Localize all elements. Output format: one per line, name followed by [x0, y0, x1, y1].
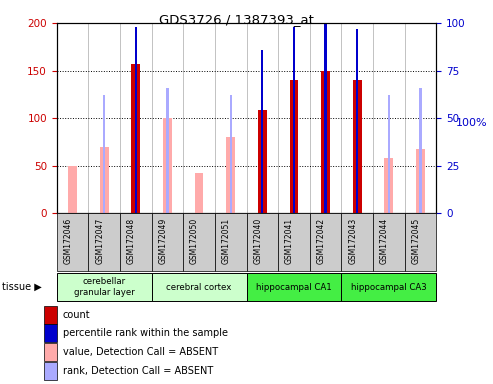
Text: GDS3726 / 1387393_at: GDS3726 / 1387393_at [159, 13, 314, 26]
Bar [166, 88, 169, 213]
Text: GSM172046: GSM172046 [64, 218, 72, 264]
Bar [416, 149, 425, 213]
Bar [152, 273, 246, 301]
Bar [44, 343, 57, 361]
Bar [57, 273, 152, 301]
Text: value, Detection Call = ABSENT: value, Detection Call = ABSENT [63, 347, 218, 357]
Bar [100, 147, 108, 213]
Text: GSM172045: GSM172045 [412, 218, 421, 264]
Bar [246, 213, 278, 271]
Text: GSM172043: GSM172043 [348, 218, 357, 264]
Bar [88, 213, 120, 271]
Bar [57, 213, 88, 271]
Bar [135, 27, 137, 213]
Text: count: count [63, 310, 90, 319]
Text: hippocampal CA3: hippocampal CA3 [351, 283, 427, 291]
Text: GSM172042: GSM172042 [317, 218, 325, 264]
Text: GSM172040: GSM172040 [253, 218, 262, 264]
Bar [373, 213, 405, 271]
Bar [152, 213, 183, 271]
Text: GSM172049: GSM172049 [158, 218, 168, 264]
Bar [120, 213, 152, 271]
Bar [321, 71, 330, 213]
Text: GSM172050: GSM172050 [190, 218, 199, 264]
Bar [131, 64, 140, 213]
Bar [103, 95, 105, 213]
Text: rank, Detection Call = ABSENT: rank, Detection Call = ABSENT [63, 366, 213, 376]
Bar [44, 362, 57, 380]
Bar [293, 27, 295, 213]
Text: GSM172048: GSM172048 [127, 218, 136, 264]
Bar [385, 158, 393, 213]
Bar [353, 80, 362, 213]
Bar [163, 118, 172, 213]
Bar [341, 213, 373, 271]
Bar [420, 88, 422, 213]
Bar [44, 324, 57, 343]
Bar [356, 29, 358, 213]
Text: GSM172044: GSM172044 [380, 218, 389, 264]
Bar [246, 273, 341, 301]
Text: percentile rank within the sample: percentile rank within the sample [63, 328, 228, 338]
Bar [278, 213, 310, 271]
Bar [324, 23, 327, 213]
Text: GSM172051: GSM172051 [222, 218, 231, 264]
Text: GSM172047: GSM172047 [95, 218, 104, 264]
Bar [289, 80, 298, 213]
Bar [405, 213, 436, 271]
Text: tissue ▶: tissue ▶ [2, 282, 42, 292]
Text: hippocampal CA1: hippocampal CA1 [256, 283, 332, 291]
Y-axis label: 100%: 100% [456, 118, 487, 128]
Bar [195, 173, 204, 213]
Bar [183, 213, 215, 271]
Bar [258, 111, 267, 213]
Bar [230, 95, 232, 213]
Text: cerebral cortex: cerebral cortex [166, 283, 232, 291]
Bar [310, 213, 341, 271]
Text: GSM172041: GSM172041 [285, 218, 294, 264]
Bar [226, 137, 235, 213]
Bar [44, 306, 57, 324]
Bar [215, 213, 246, 271]
Bar [341, 273, 436, 301]
Bar [68, 166, 77, 213]
Bar [261, 50, 263, 213]
Bar [388, 95, 390, 213]
Text: cerebellar
granular layer: cerebellar granular layer [74, 277, 135, 297]
